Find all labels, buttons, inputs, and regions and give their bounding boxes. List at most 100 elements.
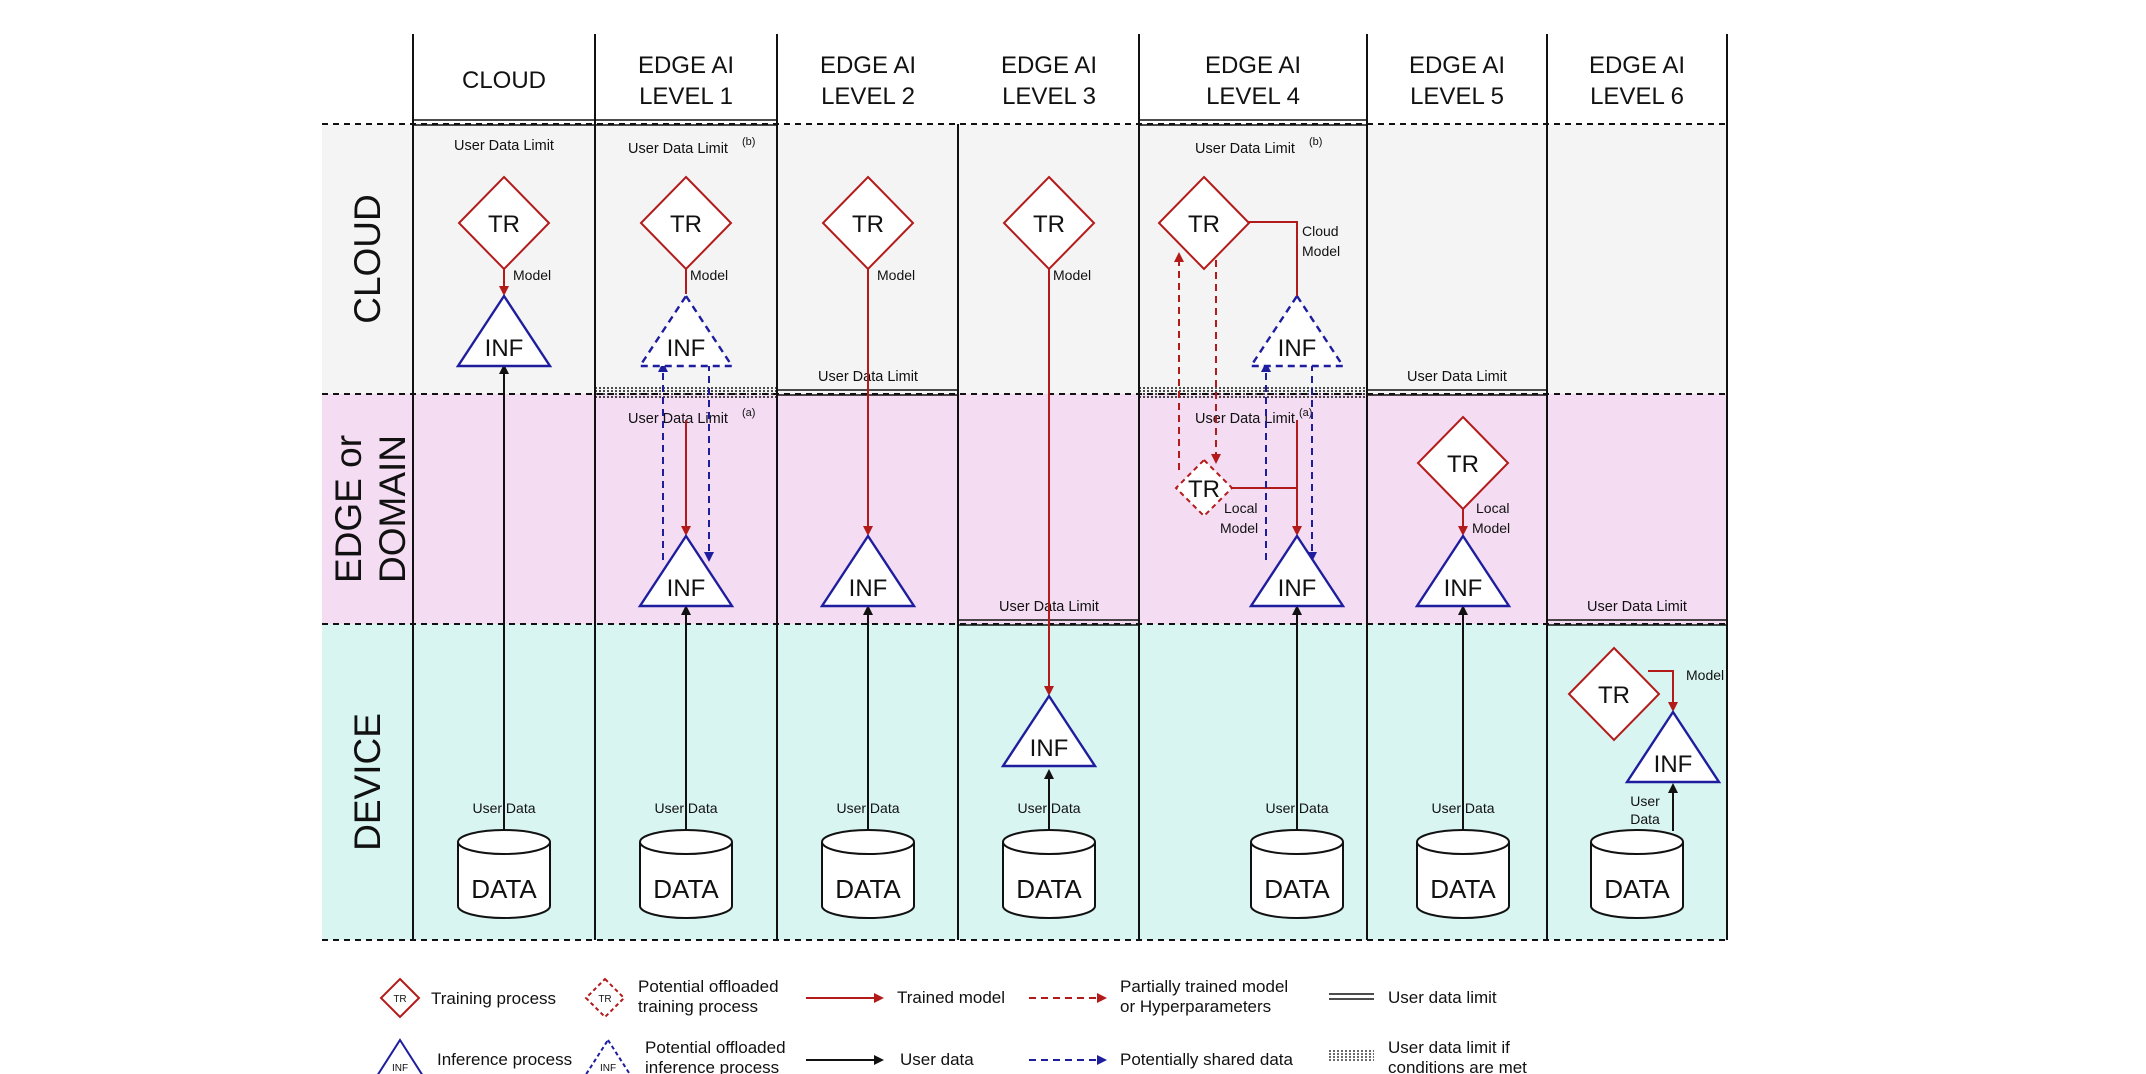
data-cylinder-cloud: DATA (457, 829, 551, 919)
svg-text:INF: INF (849, 575, 888, 602)
row-headers: CLOUD EDGE orDOMAIN DEVICE (328, 194, 413, 851)
svg-text:INF: INF (1030, 735, 1069, 762)
svg-text:INF: INF (1444, 575, 1483, 602)
user-data-label-cloud: User Data (472, 800, 535, 816)
udl-sup-b-l1: (b) (742, 136, 755, 148)
svg-text:TR: TR (1598, 682, 1630, 709)
svg-text:INF: INF (667, 575, 706, 602)
data-cylinder-l2: DATA (821, 829, 915, 919)
col-header-level-4: EDGE AI LEVEL 4 (1205, 52, 1301, 110)
band-edge (322, 394, 1727, 624)
svg-text:Training process: Training process (431, 989, 556, 1008)
user-data-label-l6: User Data (1630, 793, 1660, 827)
legend-training-process: TR Training process (379, 977, 556, 1019)
legend-user-data: User data (806, 1050, 974, 1069)
tr-node-l6: TR (1567, 646, 1661, 742)
tr-node-l4-offloaded: TR (1174, 458, 1234, 518)
data-cylinder-l5: DATA (1416, 829, 1510, 919)
svg-text:TR: TR (1188, 211, 1220, 238)
inference-nodes: INF INF INF INF INF INF INF INF (455, 293, 1722, 784)
data-cylinder-l4: DATA (1250, 829, 1344, 919)
svg-text:INF: INF (1278, 575, 1317, 602)
svg-text:INF: INF (1278, 335, 1317, 362)
legend: TR Training process TR Potential offload… (377, 977, 1527, 1074)
tr-node-l3: TR (1002, 175, 1096, 271)
tr-node-l2: TR (821, 175, 915, 271)
data-cylinder-l3: DATA (1002, 829, 1096, 919)
tr-node-l5: TR (1416, 415, 1510, 511)
col-header-level-3: EDGE AI LEVEL 3 (1001, 52, 1097, 110)
user-data-label-l3: User Data (1017, 800, 1080, 816)
row-separators (322, 123, 1727, 941)
svg-text:User data: User data (900, 1050, 974, 1069)
legend-potential-offloaded-inference: INF Potential offloaded inference process (585, 1038, 786, 1074)
row-header-cloud: CLOUD (347, 194, 388, 324)
svg-text:Potentially shared data: Potentially shared data (1120, 1050, 1293, 1069)
udl-label-cloud: User Data Limit (454, 138, 554, 154)
user-data-limit-labels: User Data Limit User Data Limit (b) User… (454, 136, 1687, 615)
svg-text:DATA: DATA (471, 874, 537, 904)
column-headers: CLOUD EDGE AI LEVEL 1 EDGE AI LEVEL 2 EDGE… (462, 52, 1685, 110)
model-label-cloud: Model (513, 267, 551, 283)
col-header-level-5: EDGE AI LEVEL 5 (1409, 52, 1505, 110)
cloud-model-label-l4: Cloud Model (1302, 223, 1340, 259)
trained-model-arrows (499, 221, 1678, 712)
user-data-limits (413, 119, 1727, 626)
svg-text:DATA: DATA (1604, 874, 1670, 904)
user-data-arrows (499, 364, 1678, 831)
legend-partially-trained: Partially trained model or Hyperparameter… (1029, 977, 1288, 1016)
inf-node-cloud: INF (455, 293, 553, 368)
user-data-label-l2: User Data (836, 800, 899, 816)
inf-node-l6-device: INF (1624, 709, 1722, 784)
udl-sup-a-l4: (a) (1299, 407, 1312, 419)
udl-label-l1-mid: User Data Limit (628, 411, 728, 427)
data-cylinder-l6: DATA (1590, 829, 1684, 919)
svg-text:DATA: DATA (1016, 874, 1082, 904)
svg-text:TR: TR (1447, 451, 1479, 478)
model-label-l3: Model (1053, 267, 1091, 283)
model-label-l1: Model (690, 267, 728, 283)
data-stores: DATA DATA DATA DATA DATA DATA (457, 829, 1684, 919)
svg-text:DATA: DATA (1430, 874, 1496, 904)
band-cloud (322, 124, 1727, 394)
legend-trained-model: Trained model (806, 988, 1005, 1007)
legend-inference-process: INF Inference process (377, 1038, 572, 1074)
local-model-label-l5: Local Model (1472, 500, 1510, 536)
row-header-edge: EDGE orDOMAIN (328, 435, 413, 583)
svg-text:INF: INF (392, 1063, 408, 1074)
svg-text:DATA: DATA (653, 874, 719, 904)
svg-text:User data limit: User data limit (1388, 988, 1497, 1007)
svg-text:Trained model: Trained model (897, 988, 1005, 1007)
legend-potential-offloaded-training: TR Potential offloaded training process (584, 977, 779, 1019)
inf-node-l4-edge: INF (1248, 533, 1346, 608)
svg-text:TR: TR (393, 994, 406, 1005)
svg-text:INF: INF (485, 335, 524, 362)
svg-text:INF: INF (600, 1063, 616, 1074)
col-header-cloud: CLOUD (462, 67, 546, 94)
inf-node-l5-edge: INF (1414, 533, 1512, 608)
udl-label-l1-top: User Data Limit (628, 141, 728, 157)
local-model-label-l4: Local Model (1220, 500, 1258, 536)
model-labels: Model Model Model Model Cloud Model Local… (513, 223, 1724, 683)
tr-node-l4-cloud: TR (1157, 175, 1251, 271)
svg-text:DATA: DATA (835, 874, 901, 904)
model-label-l2: Model (877, 267, 915, 283)
row-bands (322, 124, 1727, 940)
udl-label-l5: User Data Limit (1407, 369, 1507, 385)
legend-potentially-shared: Potentially shared data (1029, 1050, 1293, 1069)
udl-sup-b-l4: (b) (1309, 136, 1322, 148)
tr-node-cloud: TR (457, 175, 551, 271)
data-cylinder-l1: DATA (639, 829, 733, 919)
udl-sup-a-l1: (a) (742, 407, 755, 419)
training-nodes: TR TR TR TR TR TR TR TR (457, 175, 1661, 742)
col-header-level-2: EDGE AI LEVEL 2 (820, 52, 916, 110)
inf-node-l3-device: INF (1000, 693, 1098, 768)
row-header-device: DEVICE (347, 713, 388, 851)
udl-label-l4-top: User Data Limit (1195, 141, 1295, 157)
udl-label-l4-mid: User Data Limit (1195, 411, 1295, 427)
col-header-level-1: EDGE AI LEVEL 1 (638, 52, 734, 110)
